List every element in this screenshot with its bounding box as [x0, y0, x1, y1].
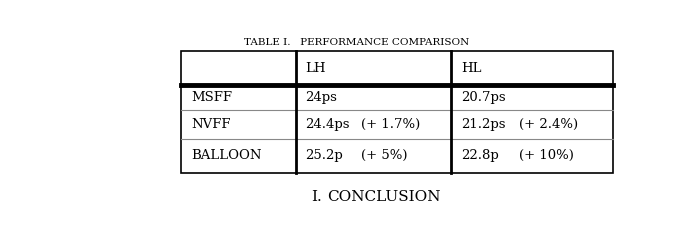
Text: TABLE I.   PERFORMANCE COMPARISON: TABLE I. PERFORMANCE COMPARISON	[244, 38, 469, 47]
Text: LH: LH	[306, 61, 326, 75]
Text: CONCLUSION: CONCLUSION	[327, 190, 441, 204]
Text: HL: HL	[461, 61, 482, 75]
Text: (+ 10%): (+ 10%)	[519, 149, 574, 162]
Text: (+ 1.7%): (+ 1.7%)	[361, 118, 420, 131]
Text: NVFF: NVFF	[191, 118, 230, 131]
Text: BALLOON: BALLOON	[191, 149, 262, 162]
Text: 25.2p: 25.2p	[306, 149, 343, 162]
Text: 22.8p: 22.8p	[461, 149, 498, 162]
Text: 20.7ps: 20.7ps	[461, 91, 505, 104]
Text: 24ps: 24ps	[306, 91, 338, 104]
Text: MSFF: MSFF	[191, 91, 232, 104]
Text: 21.2ps: 21.2ps	[461, 118, 505, 131]
Text: (+ 5%): (+ 5%)	[361, 149, 407, 162]
Text: 24.4ps: 24.4ps	[306, 118, 350, 131]
Text: (+ 2.4%): (+ 2.4%)	[519, 118, 578, 131]
Bar	[182, 51, 613, 173]
Text: I.: I.	[311, 190, 322, 204]
